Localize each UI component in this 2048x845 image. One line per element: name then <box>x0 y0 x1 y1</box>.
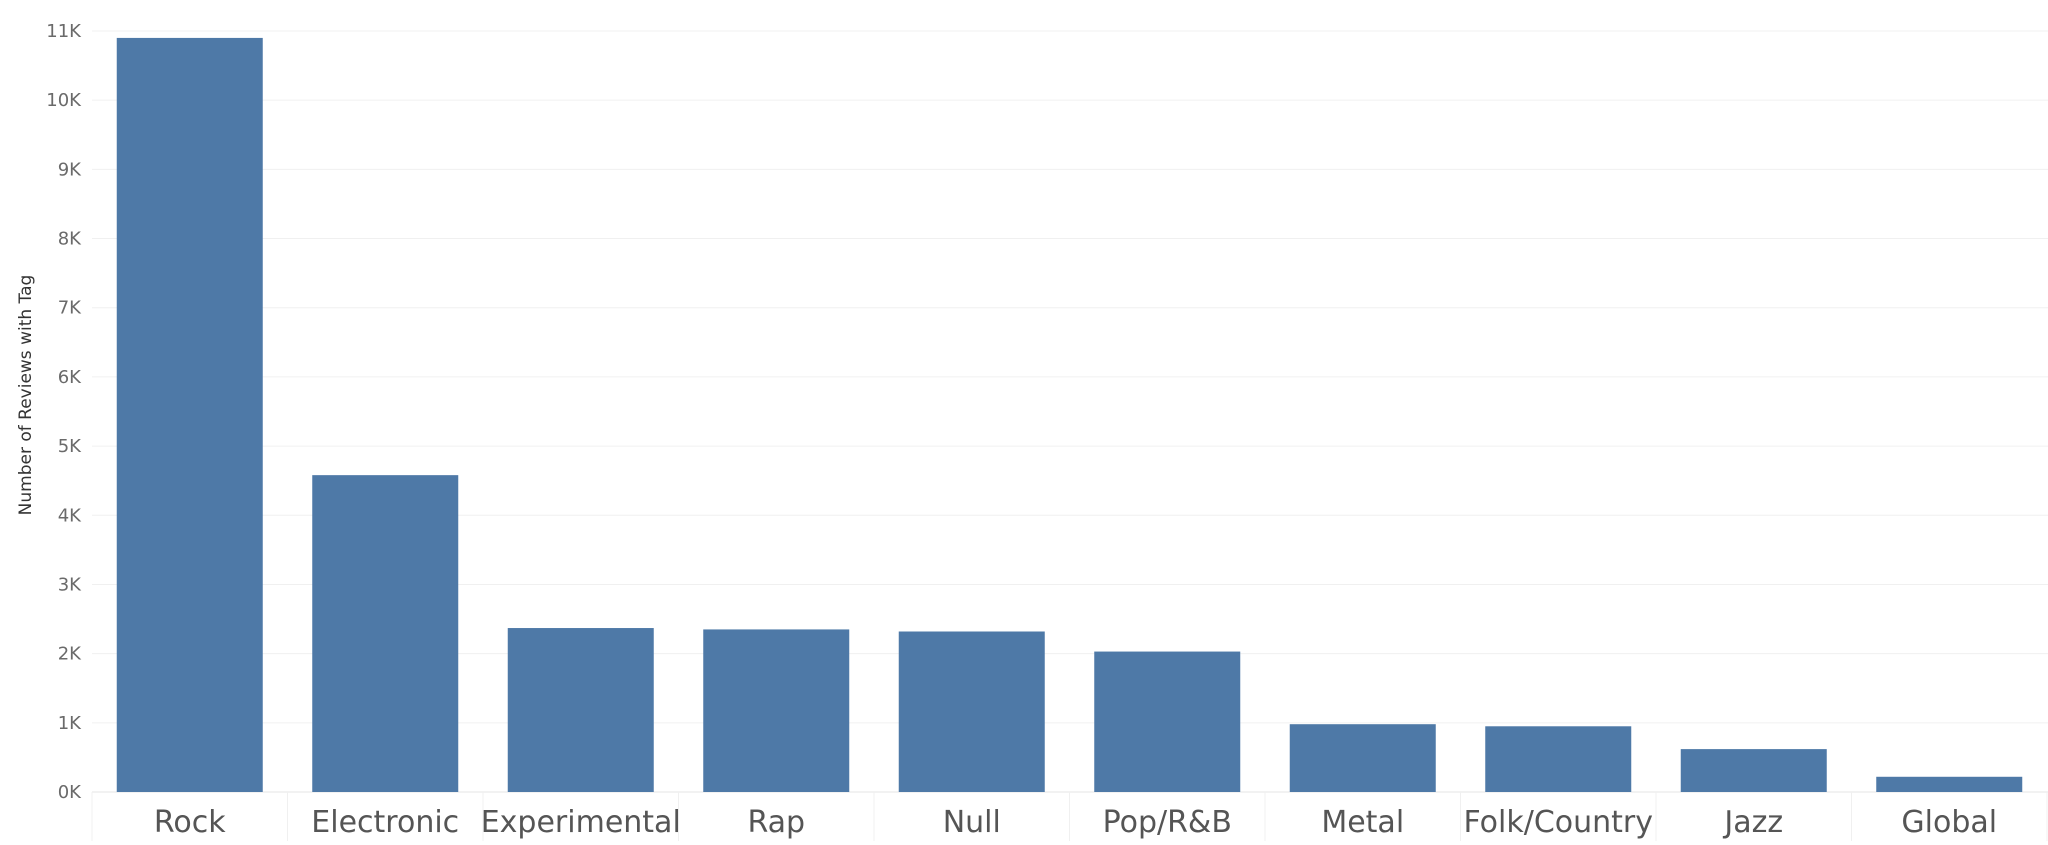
y-tick-label: 0K <box>58 782 82 803</box>
x-category-label: Rock <box>154 805 226 840</box>
bar[interactable] <box>898 631 1045 792</box>
y-tick-label: 7K <box>58 298 82 319</box>
x-category-label: Experimental <box>481 805 681 840</box>
bar[interactable] <box>507 628 654 792</box>
y-tick-label: 5K <box>58 436 82 457</box>
y-tick-label: 1K <box>58 713 82 734</box>
y-tick-label: 10K <box>46 90 82 111</box>
y-tick-label: 3K <box>58 574 82 595</box>
y-axis-ticks: 0K 1K 2K 3K 4K 5K 6K 7K 8K 9K 10K 11K <box>46 21 82 803</box>
y-tick-label: 4K <box>58 505 82 526</box>
x-category-label: Global <box>1901 805 1997 840</box>
x-category-label: Jazz <box>1722 805 1783 840</box>
y-tick-label: 8K <box>58 229 82 250</box>
x-category-label: Metal <box>1321 805 1404 840</box>
x-category-label: Null <box>943 805 1001 840</box>
x-category-label: Folk/Country <box>1463 805 1653 840</box>
x-category-label: Pop/R&B <box>1103 805 1232 840</box>
y-tick-label: 6K <box>58 367 82 388</box>
x-category-label: Rap <box>747 805 805 840</box>
bar[interactable] <box>1680 749 1827 792</box>
bar[interactable] <box>1289 724 1436 792</box>
y-tick-label: 11K <box>46 21 82 42</box>
x-category-label: Electronic <box>311 805 459 840</box>
bar[interactable] <box>1094 651 1241 792</box>
bar[interactable] <box>703 629 850 792</box>
y-tick-label: 2K <box>58 644 82 665</box>
bars <box>116 37 2023 792</box>
y-axis-title: Number of Reviews with Tag <box>16 275 36 516</box>
y-tick-label: 9K <box>58 159 82 180</box>
x-axis-categories: Rock Electronic Experimental Rap Null Pop/R&B… <box>154 805 1997 840</box>
bar[interactable] <box>312 475 459 792</box>
bar[interactable] <box>116 37 263 792</box>
bar[interactable] <box>1485 726 1632 792</box>
bar[interactable] <box>1876 776 2023 792</box>
